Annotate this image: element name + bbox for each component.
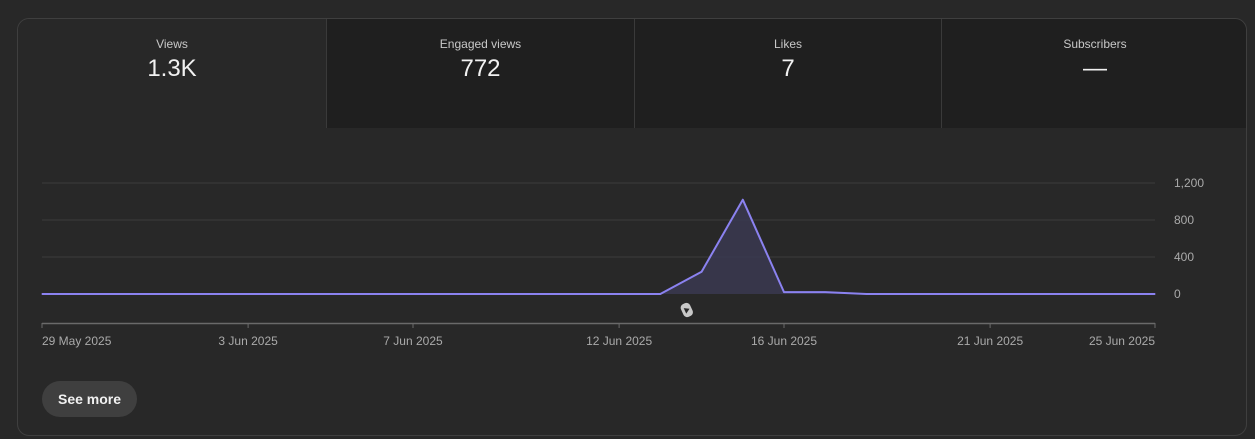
tab-subscribers-value: — bbox=[1083, 55, 1107, 82]
data-point bbox=[865, 293, 868, 295]
series-area bbox=[42, 199, 1155, 294]
tab-likes-value: 7 bbox=[781, 55, 795, 82]
x-tick-label: 16 Jun 2025 bbox=[751, 334, 817, 348]
series-line bbox=[42, 198, 1155, 295]
data-point bbox=[1030, 293, 1032, 295]
data-point bbox=[206, 293, 208, 295]
tab-likes-label: Likes bbox=[773, 37, 802, 51]
data-point bbox=[577, 293, 579, 295]
see-more-button[interactable]: See more bbox=[42, 381, 138, 417]
data-point bbox=[742, 199, 744, 201]
data-point bbox=[700, 271, 703, 273]
data-point bbox=[371, 293, 373, 295]
tab-subscribers-label: Subscribers bbox=[1063, 37, 1127, 51]
data-point bbox=[659, 293, 661, 295]
x-tick-label: 21 Jun 2025 bbox=[957, 334, 1023, 348]
data-point bbox=[165, 293, 167, 295]
data-point bbox=[453, 293, 455, 295]
x-tick-label: 25 Jun 2025 bbox=[1089, 334, 1155, 348]
tab-subscribers[interactable]: Subscribers — bbox=[941, 19, 1246, 128]
data-point bbox=[618, 293, 620, 295]
data-point bbox=[41, 293, 43, 295]
views-chart: 0 400 800 1,200 29 May 2025 3 Jun 2025 7 Jun 2… bbox=[41, 176, 1204, 348]
data-point bbox=[123, 293, 126, 295]
data-point bbox=[1154, 293, 1156, 295]
data-point bbox=[412, 293, 414, 295]
tab-engaged-views-value: 772 bbox=[460, 55, 501, 82]
y-tick-label: 800 bbox=[1174, 213, 1194, 227]
data-point bbox=[247, 293, 249, 295]
data-point bbox=[1071, 293, 1074, 295]
metric-tabs: Views 1.3K Engaged views 772 Likes 7 Sub… bbox=[18, 19, 1246, 128]
data-point bbox=[288, 293, 290, 295]
data-point bbox=[989, 293, 991, 295]
tab-engaged-views-label: Engaged views bbox=[439, 37, 522, 51]
youtube-shorts-icon bbox=[680, 302, 693, 318]
tab-likes[interactable]: Likes 7 bbox=[634, 19, 941, 128]
data-point bbox=[948, 293, 950, 295]
tab-views-label: Views bbox=[156, 37, 188, 51]
data-point bbox=[536, 293, 538, 295]
analytics-card: 0 400 800 1,200 29 May 2025 3 Jun 2025 7 Jun 2… bbox=[17, 18, 1247, 436]
x-tick-label: 3 Jun 2025 bbox=[218, 334, 278, 348]
data-point bbox=[783, 291, 785, 293]
data-point bbox=[329, 293, 332, 295]
data-point bbox=[907, 293, 909, 295]
tab-views[interactable]: Views 1.3K bbox=[18, 19, 326, 128]
y-tick-label: 1,200 bbox=[1174, 176, 1204, 190]
x-tick-label: 29 May 2025 bbox=[42, 334, 112, 348]
x-tick-label: 12 Jun 2025 bbox=[586, 334, 652, 348]
data-point bbox=[824, 291, 826, 293]
data-point bbox=[82, 293, 84, 295]
tab-views-value: 1.3K bbox=[147, 55, 197, 82]
data-point bbox=[494, 293, 497, 295]
y-tick-label: 0 bbox=[1174, 287, 1181, 301]
data-point bbox=[1113, 293, 1115, 295]
tab-engaged-views[interactable]: Engaged views 772 bbox=[326, 19, 634, 128]
y-tick-label: 400 bbox=[1174, 250, 1194, 264]
x-tick-label: 7 Jun 2025 bbox=[383, 334, 443, 348]
